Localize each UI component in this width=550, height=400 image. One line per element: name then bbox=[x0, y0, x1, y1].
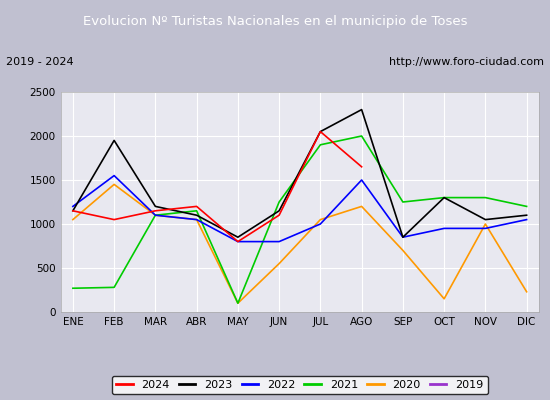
Legend: 2024, 2023, 2022, 2021, 2020, 2019: 2024, 2023, 2022, 2021, 2020, 2019 bbox=[112, 376, 488, 394]
Text: Evolucion Nº Turistas Nacionales en el municipio de Toses: Evolucion Nº Turistas Nacionales en el m… bbox=[82, 16, 468, 28]
Text: 2019 - 2024: 2019 - 2024 bbox=[6, 57, 73, 67]
Text: http://www.foro-ciudad.com: http://www.foro-ciudad.com bbox=[389, 57, 544, 67]
